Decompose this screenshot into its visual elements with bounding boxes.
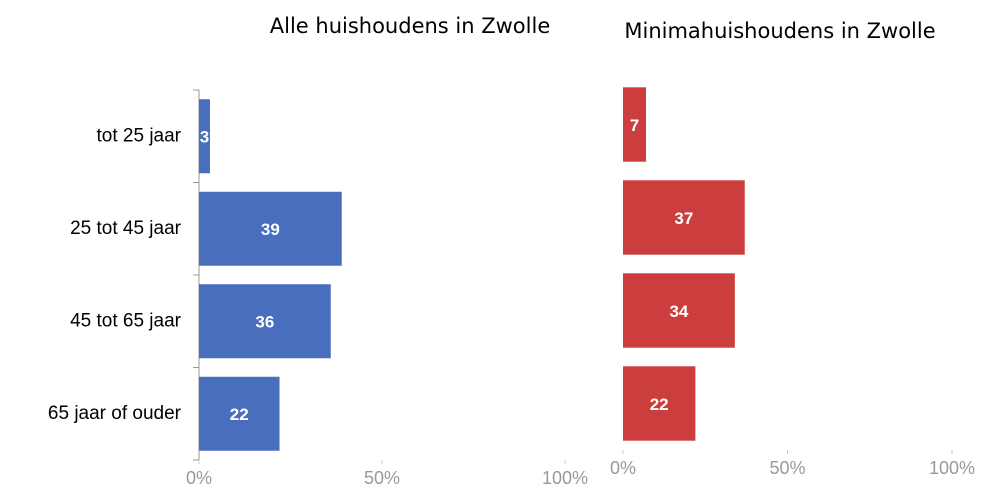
x-tick-label: 100% <box>542 468 588 488</box>
data-label: 22 <box>230 405 249 424</box>
data-label: 22 <box>650 395 669 414</box>
data-label: 34 <box>669 302 688 321</box>
category-label: 25 tot 45 jaar <box>70 218 182 239</box>
data-label: 36 <box>255 313 274 332</box>
data-label: 7 <box>630 116 639 135</box>
bar <box>199 376 280 451</box>
category-label: tot 25 jaar <box>97 125 182 146</box>
bar <box>199 191 342 266</box>
category-label: 65 jaar of ouder <box>48 403 182 424</box>
chart-title: Alle huishoudens in Zwolle <box>270 14 551 38</box>
bar <box>623 87 647 162</box>
x-tick-label: 100% <box>929 458 975 478</box>
x-tick-label: 0% <box>186 468 212 488</box>
category-label: 45 tot 65 jaar <box>70 310 182 331</box>
data-label: 39 <box>261 220 280 239</box>
bar <box>199 99 210 174</box>
bar <box>199 284 331 359</box>
data-label: 37 <box>674 209 693 228</box>
bar <box>623 273 735 348</box>
bar <box>623 366 696 441</box>
data-label: 3 <box>200 128 209 147</box>
bar <box>623 180 745 255</box>
x-tick-label: 0% <box>610 458 636 478</box>
chart-title: Minimahuishoudens in Zwolle <box>624 19 935 43</box>
x-tick-label: 50% <box>364 468 400 488</box>
x-tick-label: 50% <box>769 458 805 478</box>
